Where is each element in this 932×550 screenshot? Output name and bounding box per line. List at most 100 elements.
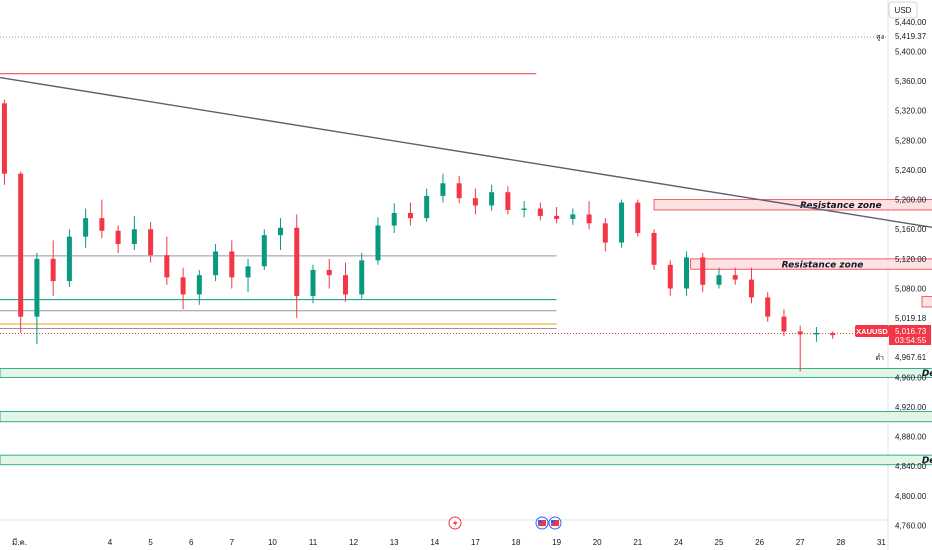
trendline[interactable] bbox=[0, 35, 932, 441]
currency-box[interactable] bbox=[888, 1, 918, 19]
price-tick-label: 5,440.00 bbox=[895, 18, 927, 27]
time-tick-label[interactable]: 18 bbox=[512, 538, 521, 547]
candle-body bbox=[537, 208, 543, 216]
time-tick-label[interactable]: 25 bbox=[715, 538, 724, 547]
high-value: 5,419.37 bbox=[895, 32, 927, 41]
bullish-candle bbox=[245, 258, 251, 293]
bearish-candle bbox=[732, 267, 738, 285]
bearish-candle bbox=[294, 214, 300, 319]
time-tick-label[interactable]: 7 bbox=[230, 538, 235, 547]
countdown: 03:54:55 bbox=[895, 336, 927, 345]
price-axis[interactable]: USD 5,440.00 5,400.00 5,360.00 5,320.00 5,28… bbox=[855, 1, 931, 530]
bearish-candle bbox=[602, 218, 608, 252]
candle-body bbox=[375, 225, 381, 261]
candle-body bbox=[586, 214, 592, 224]
price-tick-label: 5,240.00 bbox=[895, 166, 927, 175]
candles bbox=[1, 99, 836, 372]
high-tag: สูง bbox=[876, 34, 884, 41]
candle-body bbox=[797, 331, 803, 335]
bearish-candle bbox=[50, 240, 56, 296]
time-tick-label[interactable]: 12 bbox=[349, 538, 358, 547]
time-tick-label[interactable]: 27 bbox=[796, 538, 805, 547]
candle-body bbox=[813, 332, 819, 335]
time-tick-label[interactable]: 5 bbox=[148, 538, 153, 547]
low-tag: ต่ำ bbox=[876, 353, 885, 362]
time-tick-label[interactable]: 11 bbox=[309, 538, 318, 547]
time-tick-label[interactable]: 13 bbox=[390, 538, 399, 547]
candle-body bbox=[570, 214, 576, 219]
time-tick-label[interactable]: 14 bbox=[430, 538, 439, 547]
zone-label: Demand zone bbox=[922, 369, 932, 379]
candle-body bbox=[196, 275, 202, 295]
bearish-candle bbox=[505, 186, 511, 215]
time-tick-label[interactable]: 21 bbox=[633, 538, 642, 547]
time-tick-label[interactable]: 20 bbox=[593, 538, 602, 547]
candle-body bbox=[229, 251, 235, 278]
candle-body bbox=[131, 229, 137, 245]
current-price: 5,016.73 bbox=[895, 327, 927, 336]
price-tick-label: 4,960.00 bbox=[895, 373, 927, 382]
bearish-candle bbox=[797, 325, 803, 372]
candle-body bbox=[115, 230, 121, 245]
price-tick-label: 4,920.00 bbox=[895, 403, 927, 412]
time-tick-label[interactable]: 19 bbox=[552, 538, 561, 547]
candle-body bbox=[472, 198, 478, 206]
time-tick-label[interactable]: 28 bbox=[836, 538, 845, 547]
bearish-candle bbox=[554, 207, 560, 224]
candle-body bbox=[326, 269, 332, 276]
bearish-candle bbox=[180, 267, 186, 310]
bearish-candle bbox=[1, 99, 7, 185]
bearish-candle bbox=[748, 267, 754, 304]
candle-body bbox=[489, 192, 495, 206]
time-tick-label[interactable]: 26 bbox=[755, 538, 764, 547]
time-tick-label[interactable]: 6 bbox=[189, 538, 194, 547]
candle-body bbox=[830, 332, 836, 336]
candle-body bbox=[261, 235, 267, 267]
candle-body bbox=[180, 277, 186, 295]
time-tick-label[interactable]: 10 bbox=[268, 538, 277, 547]
bearish-candle bbox=[115, 225, 121, 253]
bearish-candle bbox=[651, 229, 657, 270]
candle-body bbox=[278, 227, 284, 236]
currency-label: USD bbox=[895, 6, 912, 15]
price-tick-label: 4,880.00 bbox=[895, 433, 927, 442]
demand-zone[interactable] bbox=[0, 368, 932, 378]
candle-body bbox=[554, 215, 560, 219]
candle-body bbox=[294, 227, 300, 296]
price-tick-label: 5,280.00 bbox=[895, 136, 927, 145]
candle-body bbox=[213, 251, 219, 276]
demand-zone[interactable] bbox=[0, 454, 932, 466]
bearish-candle bbox=[456, 175, 462, 204]
demand-zone[interactable] bbox=[0, 411, 932, 423]
bearish-candle bbox=[326, 258, 332, 289]
time-tick-label[interactable]: มี.ค. bbox=[12, 538, 27, 547]
price-tick-label: 4,800.00 bbox=[895, 492, 927, 501]
event-icons[interactable] bbox=[448, 516, 562, 530]
resistance-zone[interactable] bbox=[690, 258, 932, 270]
bearish-candle bbox=[781, 309, 787, 336]
time-tick-label[interactable]: 24 bbox=[674, 538, 683, 547]
candle-body bbox=[164, 255, 170, 278]
resistance-zone[interactable] bbox=[921, 296, 932, 308]
price-tick-label: 5,080.00 bbox=[895, 284, 927, 293]
time-tick-label[interactable]: 31 bbox=[877, 538, 886, 547]
trendline-group[interactable] bbox=[0, 35, 932, 441]
symbol-badge[interactable] bbox=[855, 325, 889, 337]
candle-body bbox=[99, 218, 105, 231]
time-axis[interactable]: มี.ค. 4 5 6 7 10 11 12 13 14 17 18 19 20 21 24 25 26 27 28 3… bbox=[12, 538, 886, 547]
lightning-glyph bbox=[453, 519, 458, 528]
bearish-candle bbox=[537, 202, 543, 221]
bearish-candle bbox=[18, 171, 24, 333]
bullish-candle bbox=[391, 203, 397, 233]
low-value: 4,967.61 bbox=[895, 353, 927, 362]
time-tick-label[interactable]: 4 bbox=[108, 538, 113, 547]
bullish-candle bbox=[213, 244, 219, 282]
bullish-candle bbox=[684, 251, 690, 296]
price-tick-label: 5,120.00 bbox=[895, 255, 927, 264]
candle-body bbox=[83, 218, 89, 237]
candle-body bbox=[66, 236, 72, 282]
bearish-candle bbox=[667, 260, 673, 296]
us-flag-canton bbox=[538, 520, 542, 523]
time-tick-label[interactable]: 17 bbox=[471, 538, 480, 547]
